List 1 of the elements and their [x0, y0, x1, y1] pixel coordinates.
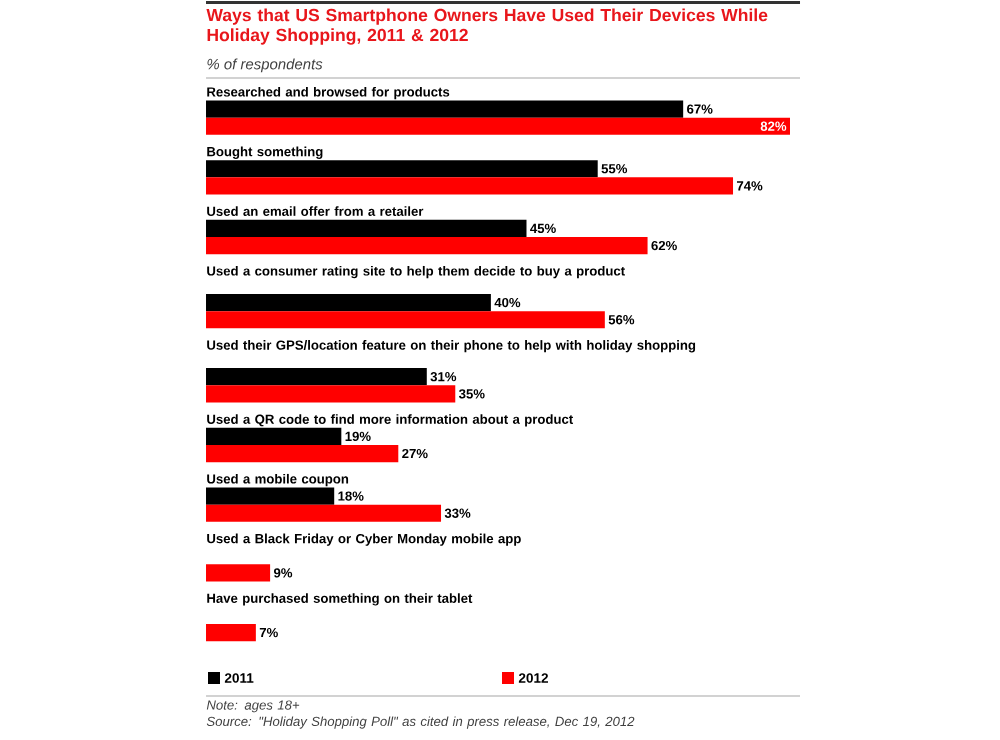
chart-title: Ways that US Smartphone Owners Have Used Their Devices While Holiday Shopping, 2011 & 2012 — [206, 8, 768, 45]
